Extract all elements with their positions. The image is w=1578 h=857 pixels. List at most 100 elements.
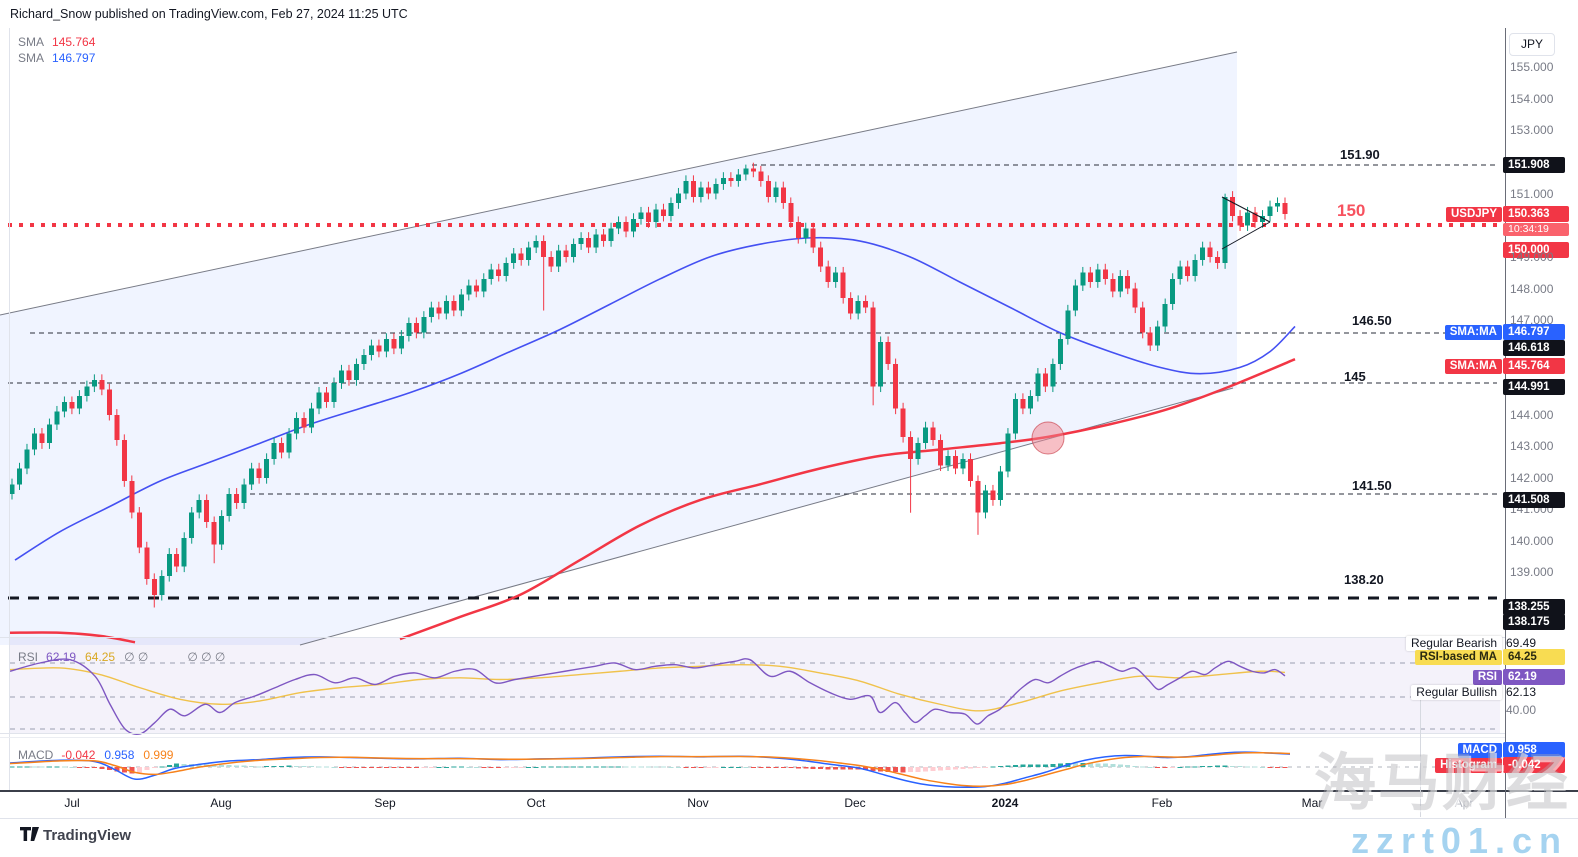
time-label-Jul: Jul: [64, 796, 80, 810]
axis-badge-146.618: 146.618: [1503, 340, 1565, 356]
price-tick-149.000: 149.000: [1510, 250, 1554, 264]
axis-badge--0.042: -0.042: [1503, 757, 1565, 773]
time-label-Mar: Mar: [1301, 796, 1323, 810]
round-level-badge: 150.000: [1503, 242, 1569, 258]
axis-badge-64.25: 64.25: [1503, 649, 1565, 665]
time-label-Nov: Nov: [687, 796, 709, 810]
level-label-138.20[interactable]: 138.20: [1344, 572, 1384, 587]
candlestick-series: [9, 162, 1288, 608]
axis-value-69.49: 69.49: [1506, 636, 1537, 650]
axis-chip-macd: MACD: [1457, 742, 1502, 758]
price-tick-147.000: 147.000: [1510, 313, 1554, 327]
macd-line-value: 0.958: [104, 748, 135, 762]
sma-200-line: [399, 358, 1296, 641]
trend-channel-upper-line: [0, 51, 1238, 316]
axis-badge-146.797: 146.797: [1503, 324, 1565, 340]
price-tick-139.000: 139.000: [1510, 565, 1554, 579]
level-label-150[interactable]: 150: [1337, 201, 1366, 220]
sma-50-line: [14, 236, 1296, 561]
price-tick-151.000: 151.000: [1510, 187, 1554, 201]
rsi-value: 62.19: [46, 650, 77, 664]
time-label-Oct: Oct: [526, 796, 546, 810]
axis-chip-regular-bullish: Regular Bullish: [1411, 684, 1502, 700]
time-label-Sep: Sep: [374, 796, 396, 810]
axis-badge-145.764: 145.764: [1503, 358, 1565, 374]
axis-chip-rsi: RSI: [1472, 669, 1502, 685]
rsi-line: [9, 658, 1286, 736]
rsi-panel-background: [9, 638, 1500, 733]
axis-chip-usdjpy: USDJPY: [1445, 206, 1502, 222]
macd-signal-line: [9, 751, 1291, 787]
sma-200-line-left: [9, 631, 136, 644]
axis-chip-sma-ma: SMA:MA: [1444, 358, 1502, 374]
axis-chip-regular-bearish: Regular Bearish: [1405, 635, 1502, 651]
rsi-ma-value: 64.25: [85, 650, 116, 664]
price-tick-148.000: 148.000: [1510, 282, 1554, 296]
rsi-ma-line: [9, 663, 1286, 712]
axis-badge-138.255: 138.255: [1503, 599, 1565, 615]
trend-channel-fill: [0, 52, 1237, 645]
tradingview-brand-text[interactable]: TradingView: [43, 827, 132, 844]
time-label-2024: 2024: [991, 796, 1019, 810]
highlight-circle: [1031, 421, 1065, 455]
divider-rsi-macd-2: [0, 737, 1505, 738]
bar-countdown: 10:34:19: [1503, 223, 1569, 236]
axis-badge-62.19: 62.19: [1503, 669, 1565, 685]
legend-sma-fast[interactable]: SMA 145.764: [18, 35, 104, 49]
pennant-lower-line: [1221, 221, 1271, 250]
axis-badge-151.908: 151.908: [1503, 157, 1565, 173]
price-tick-154.000: 154.000: [1510, 92, 1554, 106]
time-label-Dec: Dec: [844, 796, 866, 810]
time-label-Aug: Aug: [210, 796, 232, 810]
axis-value-62.13: 62.13: [1506, 685, 1537, 699]
level-label-151.90[interactable]: 151.90: [1340, 147, 1380, 162]
level-label-146.50[interactable]: 146.50: [1352, 313, 1392, 328]
time-label-Apr: Apr: [1454, 796, 1474, 810]
cjk-watermark: 海马财经: [1313, 749, 1570, 818]
future-session-line: [1420, 688, 1421, 817]
publish-attribution: Richard_Snow published on TradingView.co…: [10, 7, 408, 21]
tradingview-logo-icon[interactable]: [20, 827, 39, 847]
axis-badge-144.991: 144.991: [1503, 379, 1565, 395]
macd-label: MACD: [18, 748, 54, 762]
rsi-divergence-markers-a: ∅ ∅: [124, 650, 149, 664]
currency-toggle-button[interactable]: JPY: [1509, 33, 1555, 56]
price-tick-153.000: 153.000: [1510, 123, 1554, 137]
sma-fast-value: 145.764: [52, 35, 96, 49]
plot-left-border: [9, 28, 10, 790]
pennant-upper-line: [1221, 196, 1271, 223]
axis-value-40.00: 40.00: [1506, 703, 1537, 717]
divider-rsi-macd[interactable]: [0, 733, 1505, 734]
macd-signal-value: 0.999: [143, 748, 174, 762]
axis-badge-141.508: 141.508: [1503, 492, 1565, 508]
sma-fast-label: SMA: [18, 35, 45, 49]
url-watermark: zzrt01.cn: [1350, 820, 1568, 857]
axis-badge-138.175: 138.175: [1503, 614, 1565, 630]
sma-slow-label: SMA: [18, 51, 45, 65]
divider-price-rsi[interactable]: [0, 637, 1505, 638]
macd-hist-value: -0.042: [61, 748, 96, 762]
price-axis-border: [1505, 28, 1506, 818]
legend-sma-slow[interactable]: SMA 146.797: [18, 51, 104, 65]
level-label-141.50[interactable]: 141.50: [1352, 478, 1392, 493]
sma-slow-value: 146.797: [52, 51, 96, 65]
time-label-Feb: Feb: [1151, 796, 1173, 810]
timeaxis-bottom-border: [0, 818, 1578, 819]
price-tick-144.000: 144.000: [1510, 408, 1554, 422]
price-tick-143.000: 143.000: [1510, 439, 1554, 453]
legend-rsi[interactable]: RSI 62.19 64.25 ∅ ∅ ∅ ∅ ∅: [18, 650, 234, 664]
rsi-label: RSI: [18, 650, 39, 664]
last-price-badge-group: 150.363 10:34:19 150.000: [1503, 206, 1569, 258]
price-tick-140.000: 140.000: [1510, 534, 1554, 548]
axis-badge-0.958: 0.958: [1503, 742, 1565, 758]
axis-chip-rsi-based-ma: RSI-based MA: [1414, 649, 1502, 665]
level-label-145[interactable]: 145: [1344, 369, 1366, 384]
axis-chip-sma-ma: SMA:MA: [1444, 324, 1502, 340]
price-tick-155.000: 155.000: [1510, 60, 1554, 74]
rsi-divergence-markers-b: ∅ ∅ ∅: [187, 650, 226, 664]
axis-chip-histogram: Histogram: [1435, 757, 1502, 773]
legend-macd[interactable]: MACD -0.042 0.958 0.999: [18, 748, 182, 762]
divider-macd-timeaxis: [0, 790, 1578, 792]
